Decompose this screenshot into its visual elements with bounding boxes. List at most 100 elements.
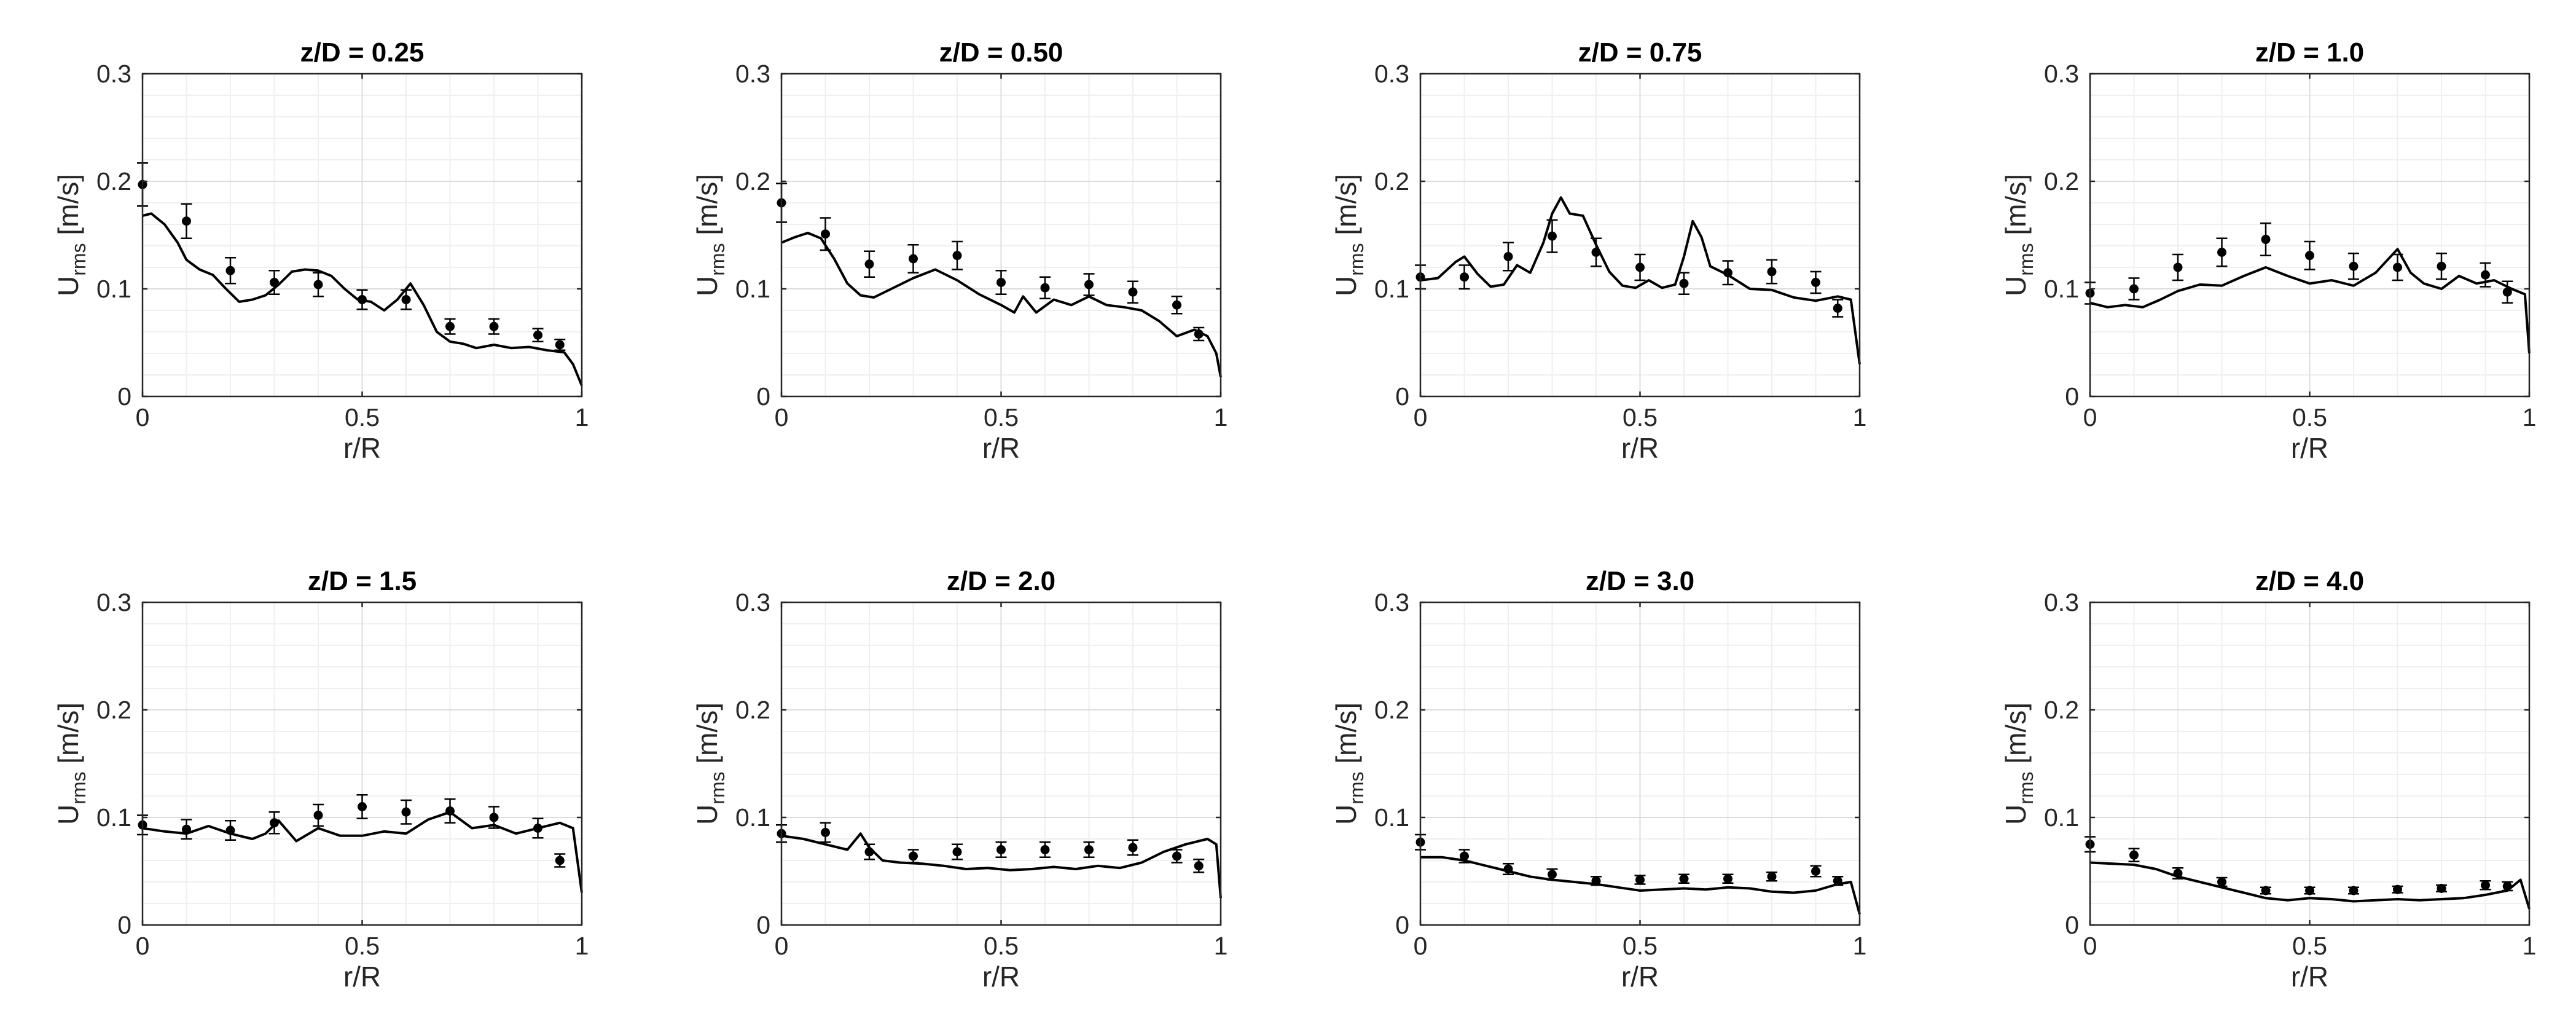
y-axis-label-main: U: [1330, 276, 1362, 296]
data-point: [2305, 886, 2314, 895]
data-point: [1460, 272, 1469, 282]
y-tick-label: 0.2: [735, 696, 770, 724]
data-point: [2217, 877, 2226, 887]
subplot-title: z/D = 2.0: [947, 566, 1055, 596]
data-point: [401, 295, 411, 304]
y-tick-label: 0.1: [1374, 803, 1409, 832]
simulation-line: [142, 811, 583, 893]
y-axis-label-subscript: rms: [68, 771, 90, 804]
data-point: [225, 825, 235, 835]
data-point: [2393, 884, 2402, 894]
y-axis-label: Urms [m/s]: [691, 702, 729, 825]
y-tick-label: 0.3: [2044, 588, 2079, 616]
data-point: [1172, 300, 1181, 310]
subplot-title: z/D = 0.75: [1578, 37, 1702, 68]
data-point: [1811, 867, 1820, 876]
simulation-line: [142, 212, 583, 387]
data-point: [2393, 262, 2402, 272]
y-axis-label: Urms [m/s]: [52, 702, 90, 825]
data-point: [2261, 235, 2271, 244]
x-tick-label: 0: [136, 932, 150, 960]
y-axis-label-subscript: rms: [707, 771, 729, 804]
data-point: [1084, 280, 1094, 289]
y-axis-label-unit: [m/s]: [691, 702, 723, 771]
y-tick-label: 0.2: [1374, 167, 1409, 195]
y-axis-label: Urms [m/s]: [52, 174, 90, 296]
y-axis-label-subscript: rms: [2015, 771, 2037, 804]
data-point: [182, 216, 191, 226]
simulation-line: [2089, 248, 2531, 354]
y-tick-label: 0.3: [1374, 588, 1409, 616]
data-point: [2305, 251, 2314, 261]
y-tick-label: 0.3: [1374, 60, 1409, 88]
data-point: [1548, 870, 1557, 880]
data-point: [1194, 329, 1204, 339]
data-point: [1723, 874, 1732, 884]
y-tick-label: 0: [756, 911, 770, 939]
x-axis-label: r/R: [2291, 432, 2328, 464]
y-axis-label-main: U: [52, 805, 84, 825]
data-point: [1084, 845, 1094, 854]
data-point: [555, 856, 565, 865]
subplot-title: z/D = 0.25: [300, 37, 425, 68]
y-tick-label: 0.1: [2044, 803, 2079, 832]
subplot-title: z/D = 1.0: [2255, 37, 2364, 68]
data-point: [909, 851, 918, 861]
data-point: [2502, 881, 2512, 891]
y-axis-label-unit: [m/s]: [52, 174, 84, 243]
data-point: [358, 295, 367, 304]
data-point: [1040, 845, 1050, 854]
x-axis-label: r/R: [982, 432, 1020, 464]
data-point: [952, 251, 962, 261]
y-tick-label: 0: [1395, 382, 1409, 411]
data-point: [2129, 284, 2139, 294]
subplot-title: z/D = 4.0: [2255, 566, 2364, 596]
data-point: [2261, 886, 2271, 895]
simulation-line: [1420, 196, 1861, 364]
y-axis-label-unit: [m/s]: [2000, 702, 2032, 771]
x-tick-label: 0.5: [984, 403, 1019, 431]
y-tick-label: 0.3: [96, 588, 131, 616]
data-point: [821, 229, 830, 239]
data-point: [1635, 262, 1645, 272]
y-axis-label-subscript: rms: [1345, 243, 1368, 275]
data-point: [2173, 868, 2183, 878]
x-tick-label: 0: [775, 932, 789, 960]
y-axis-label: Urms [m/s]: [2000, 174, 2037, 296]
subplot-title: z/D = 3.0: [1586, 566, 1694, 596]
subplot-1: 0 0.5 1 0 0.1 0.2 0.3 z/D = 0.25 r/R Urms [m/s]: [52, 37, 589, 464]
simulation-line: [781, 232, 1222, 377]
data-point: [358, 802, 367, 811]
x-tick-label: 0.5: [984, 932, 1019, 960]
y-axis-label: Urms [m/s]: [1330, 702, 1368, 825]
y-tick-label: 0.2: [96, 696, 131, 724]
x-axis-label: r/R: [343, 432, 381, 464]
y-tick-label: 0.3: [735, 588, 770, 616]
data-point: [1503, 252, 1513, 261]
y-tick-label: 0.1: [735, 275, 770, 303]
data-point: [1723, 268, 1732, 278]
y-tick-label: 0.3: [96, 60, 131, 88]
data-point: [1040, 283, 1050, 293]
y-tick-label: 0.1: [96, 803, 131, 832]
y-axis-label: Urms [m/s]: [691, 174, 729, 296]
data-point: [1833, 304, 1842, 313]
subplot-7: 0 0.5 1 0 0.1 0.2 0.3 z/D = 3.0 r/R Urms [m/s]: [1330, 566, 1866, 993]
data-point: [182, 824, 191, 834]
y-axis-label-unit: [m/s]: [1330, 174, 1362, 243]
data-point: [1811, 278, 1820, 287]
data-point: [313, 280, 323, 289]
data-point: [2217, 248, 2226, 257]
data-point: [1128, 287, 1138, 297]
subplot-title: z/D = 0.50: [939, 37, 1063, 68]
simulation-line: [781, 832, 1222, 899]
data-point: [2173, 262, 2183, 272]
data-point: [1767, 267, 1777, 277]
y-axis-label-main: U: [691, 276, 723, 296]
y-tick-label: 0: [756, 382, 770, 411]
x-axis-label: r/R: [982, 961, 1020, 993]
y-tick-label: 0.2: [2044, 696, 2079, 724]
y-axis-label-subscript: rms: [68, 243, 90, 275]
data-point: [489, 813, 499, 822]
